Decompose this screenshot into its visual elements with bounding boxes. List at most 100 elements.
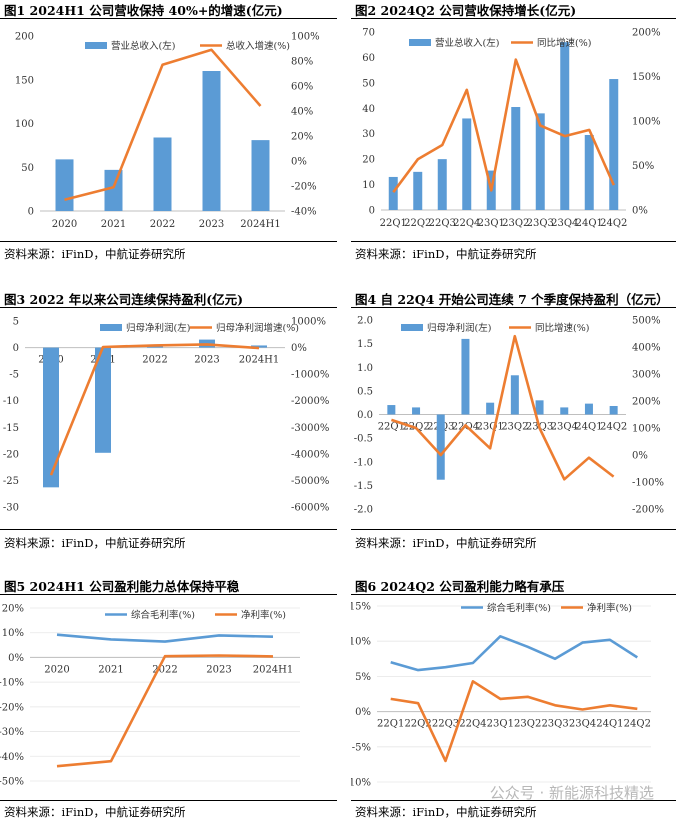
watermark: 公众号 · 新能源科技精选	[489, 784, 654, 802]
series-line	[390, 680, 638, 763]
x-tick-label: 22Q3	[432, 719, 459, 730]
bar-24Q2	[609, 79, 619, 210]
y-tick-label: 0%	[8, 653, 24, 664]
bar-23Q1	[486, 402, 495, 415]
y2-tick-label: 200%	[632, 28, 661, 39]
x-tick-label: 22Q4	[459, 719, 486, 730]
y-tick-label: 0	[13, 343, 19, 354]
series-line	[49, 343, 260, 476]
y-tick-label: -20	[3, 449, 19, 460]
y2-tick-label: 40%	[291, 107, 313, 118]
bar-23Q4	[560, 407, 569, 415]
y2-tick-label: 500%	[632, 316, 661, 327]
chart-title: 图2 2024Q2 公司营收保持增长(亿元)	[355, 3, 577, 18]
y-tick-label: 0	[369, 206, 375, 217]
y-tick-label: 1.0	[357, 363, 373, 374]
y2-tick-label: 150%	[632, 72, 661, 83]
y-tick-label: 50	[21, 163, 34, 174]
y-tick-label: -1.0	[354, 457, 373, 468]
bar-22Q2	[412, 407, 421, 415]
x-tick-label: 2024H1	[240, 219, 281, 230]
panel-fig5: 图5 2024H1 公司盈利能力总体保持平稳 -50% -40% -30% -20% -…	[0, 576, 337, 819]
source-note: 资料来源：iFinD，中航证券研究所	[4, 536, 186, 550]
y2-tick-label: -6000%	[291, 503, 329, 514]
bar-22Q3	[437, 159, 447, 210]
y-tick-label: 100	[15, 119, 34, 130]
legend-label: 同比增速(%)	[535, 322, 589, 334]
x-tick-label: 2022	[152, 664, 177, 675]
bar-23Q4	[560, 42, 570, 210]
bar-24Q1	[584, 134, 594, 210]
y2-tick-label: -200%	[632, 505, 664, 516]
y-tick-label: 30	[362, 129, 375, 140]
panel-fig1: 图1 2024H1 公司营收保持 40%+的增速(亿元) 0 50 100 150 20…	[0, 0, 337, 262]
y2-tick-label: -3000%	[291, 423, 329, 434]
y-tick-label: -10	[3, 396, 19, 407]
legend-label: 总收入增速(%)	[226, 40, 290, 52]
x-tick-label: 2020	[52, 219, 77, 230]
y-tick-label: 70	[362, 28, 375, 39]
x-tick-label: 23Q2	[501, 422, 528, 433]
y2-tick-label: -20%	[291, 182, 317, 193]
y2-tick-label: -1000%	[291, 370, 329, 381]
x-tick-label: 22Q1	[380, 218, 407, 229]
x-tick-label: 22Q3	[429, 218, 456, 229]
y-tick-label: -1.5	[354, 481, 373, 492]
legend-label: 综合毛利率(%)	[487, 602, 551, 614]
x-tick-label: 24Q1	[576, 218, 603, 229]
panel-fig2: 图2 2024Q2 公司营收保持增长(亿元) 0 10 20 30 40 50 60 70 0%…	[351, 0, 676, 262]
y2-tick-label: 300%	[632, 370, 661, 381]
y-tick-label: 2.0	[357, 316, 373, 327]
x-tick-label: 23Q4	[569, 719, 596, 730]
y-tick-label: 200	[15, 32, 34, 43]
legend-swatch-bar	[401, 324, 423, 331]
y2-tick-label: -40%	[291, 207, 317, 218]
x-tick-label: 24Q2	[624, 719, 651, 730]
source-note: 资料来源：iFinD，中航证券研究所	[355, 247, 537, 261]
bar-2024H1	[251, 140, 270, 211]
chart-fig3: -30 -25 -20 -15 -10 -5 0 5 -6000% -5000% -4000% -30…	[3, 317, 329, 514]
x-tick-label: 22Q1	[378, 422, 405, 433]
x-tick-label: 2023	[206, 664, 231, 675]
x-tick-label: 23Q4	[551, 218, 578, 229]
chart-title: 图1 2024H1 公司营收保持 40%+的增速(亿元)	[4, 3, 283, 18]
y-tick-label: -50%	[0, 777, 24, 788]
series-line	[392, 58, 615, 193]
y2-tick-label: -5000%	[291, 476, 329, 487]
legend-label: 净利率(%)	[587, 602, 632, 614]
y-tick-label: -0.5	[354, 434, 373, 445]
y2-tick-label: 0%	[291, 157, 307, 168]
bar-22Q4	[462, 118, 472, 210]
series-line	[390, 634, 639, 672]
chart-title: 图5 2024H1 公司盈利能力总体保持平稳	[4, 579, 240, 594]
series-line	[390, 334, 615, 481]
chart-title: 图4 自 22Q4 开始公司连续 7 个季度保持盈利（亿元）	[355, 292, 669, 307]
bar-23Q3	[535, 113, 545, 210]
y2-tick-label: 1000%	[291, 317, 326, 328]
legend-label: 净利率(%)	[241, 609, 286, 621]
bar-2020	[43, 347, 59, 488]
legend-swatch-bar	[85, 42, 107, 49]
x-tick-label: 23Q2	[514, 719, 541, 730]
y2-tick-label: 0%	[291, 343, 307, 354]
legend-label: 营业总收入(左)	[111, 40, 175, 52]
y-tick-label: -30	[3, 503, 19, 514]
x-tick-label: 23Q1	[478, 218, 505, 229]
bar-23Q3	[535, 400, 544, 415]
x-tick-label: 23Q1	[487, 719, 514, 730]
x-tick-label: 23Q3	[541, 719, 568, 730]
x-tick-label: 2022	[142, 355, 167, 366]
y-tick-label: -5	[9, 370, 19, 381]
y-tick-label: -10%	[351, 778, 371, 789]
y2-tick-label: 80%	[291, 57, 313, 68]
x-tick-label: 2021	[98, 664, 123, 675]
y2-tick-label: 20%	[291, 132, 313, 143]
y-tick-label: -40%	[0, 752, 24, 763]
x-tick-label: 24Q1	[575, 422, 602, 433]
x-tick-label: 24Q2	[600, 218, 627, 229]
y-tick-label: 15%	[351, 602, 371, 613]
bar-22Q3	[436, 414, 445, 480]
bar-2022	[153, 137, 172, 211]
source-note: 资料来源：iFinD，中航证券研究所	[355, 536, 537, 550]
chart-title: 图6 2024Q2 公司盈利能力略有承压	[355, 579, 565, 594]
